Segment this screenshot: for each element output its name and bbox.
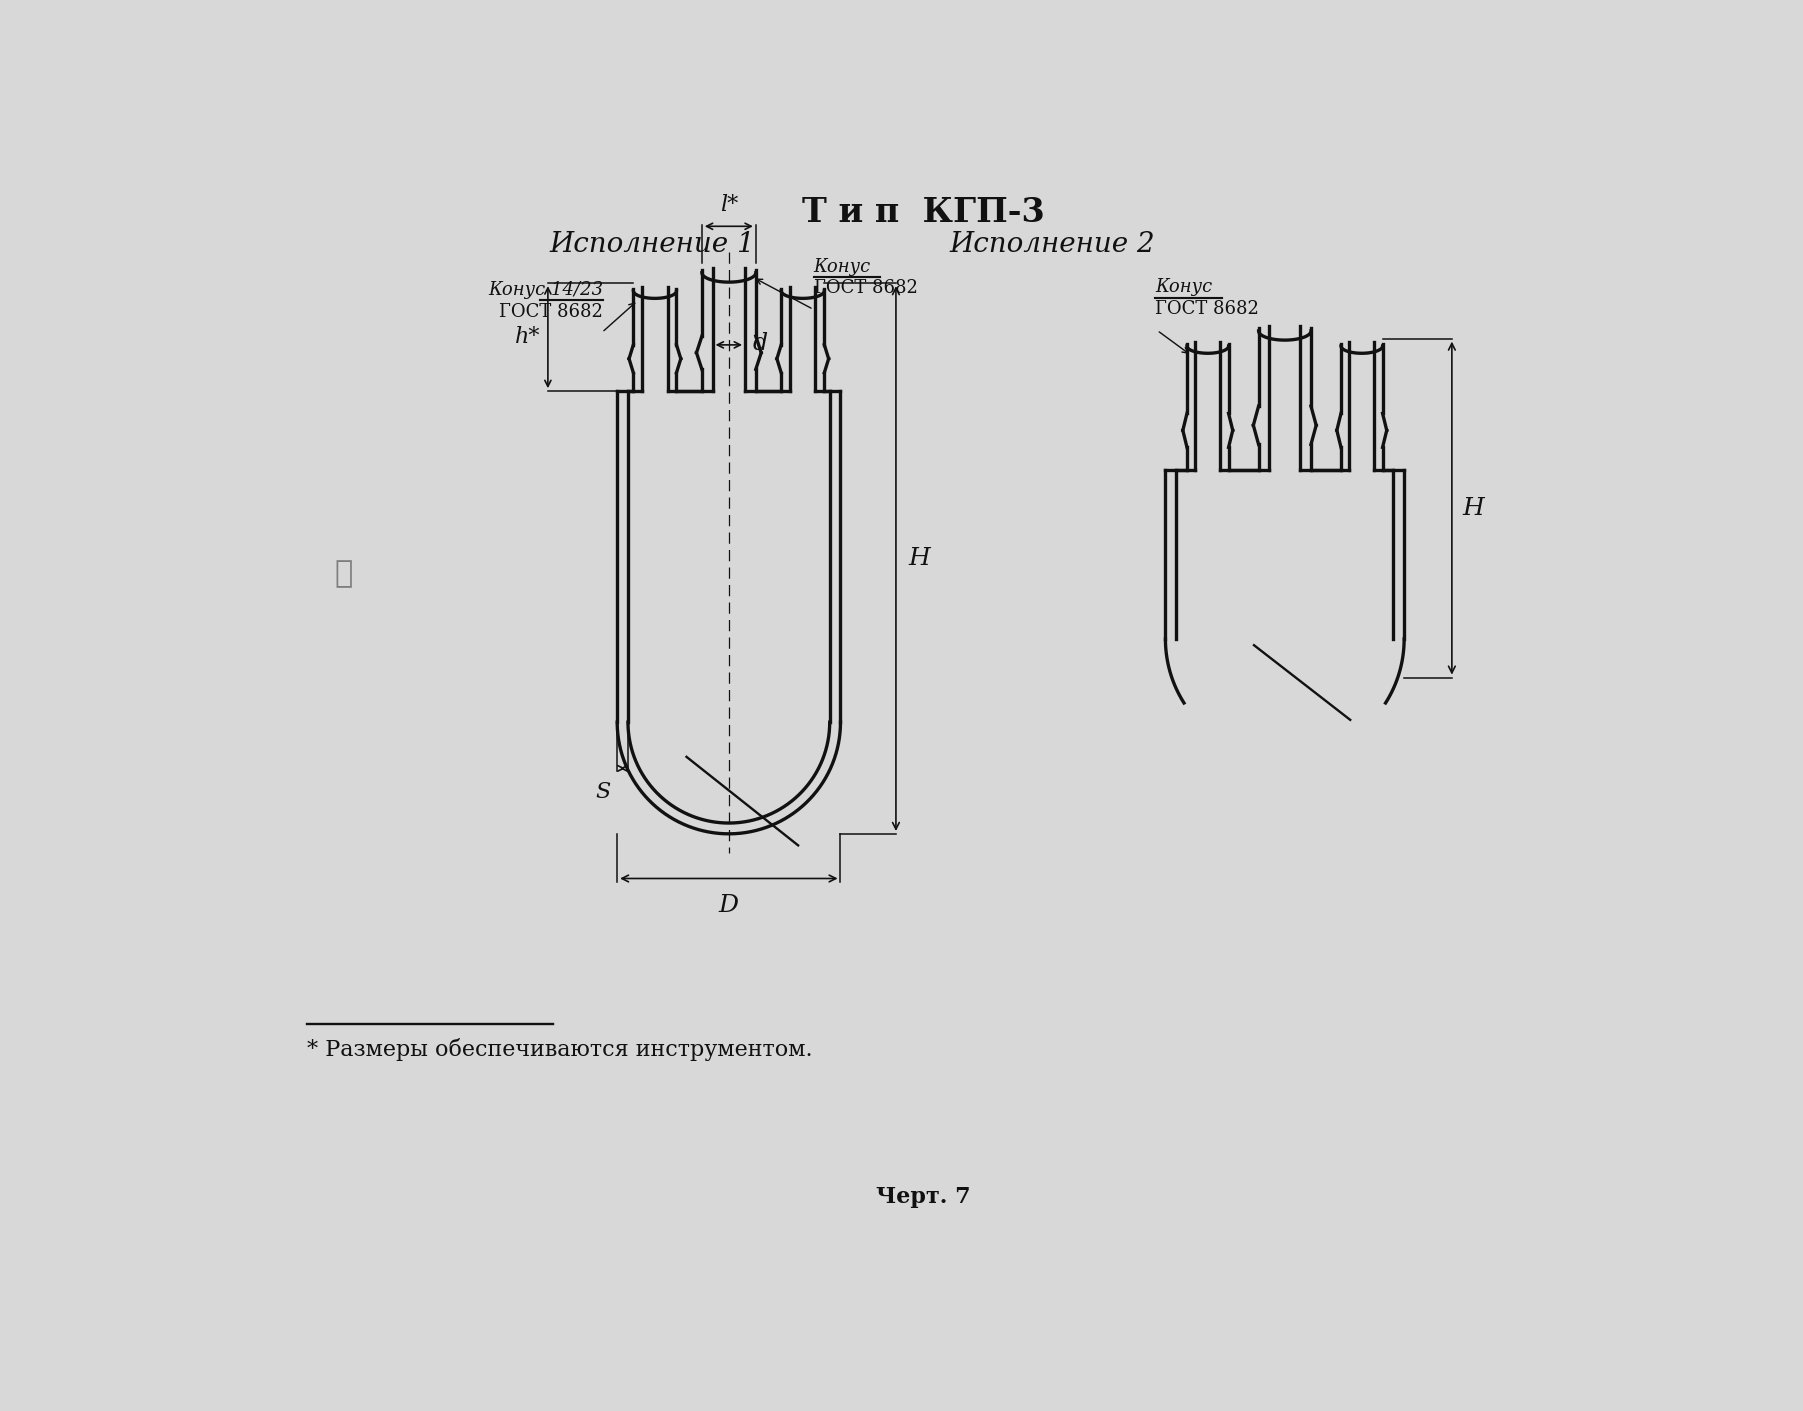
Text: Конус: Конус xyxy=(1156,278,1213,296)
Text: Черт. 7: Черт. 7 xyxy=(876,1185,970,1208)
Text: l*: l* xyxy=(719,193,737,216)
Text: Исполнение 2: Исполнение 2 xyxy=(950,231,1156,258)
Text: H: H xyxy=(909,547,930,570)
Text: Т и п  КГП-3: Т и п КГП-3 xyxy=(802,196,1044,229)
Text: ГОСТ 8682: ГОСТ 8682 xyxy=(1156,301,1258,319)
Text: D: D xyxy=(719,895,739,917)
Text: H: H xyxy=(1462,497,1484,519)
Text: h*: h* xyxy=(514,326,541,349)
Text: Конус 14/23: Конус 14/23 xyxy=(489,281,604,299)
Text: Конус: Конус xyxy=(813,258,871,275)
Text: ГОСТ 8682: ГОСТ 8682 xyxy=(813,279,918,298)
Text: Исполнение 1: Исполнение 1 xyxy=(550,231,755,258)
Text: S: S xyxy=(595,780,611,803)
Text: d: d xyxy=(752,332,768,354)
Text: ⌣: ⌣ xyxy=(335,559,353,588)
Text: * Размеры обеспечиваются инструментом.: * Размеры обеспечиваются инструментом. xyxy=(307,1038,813,1061)
Text: ГОСТ 8682: ГОСТ 8682 xyxy=(499,302,604,320)
